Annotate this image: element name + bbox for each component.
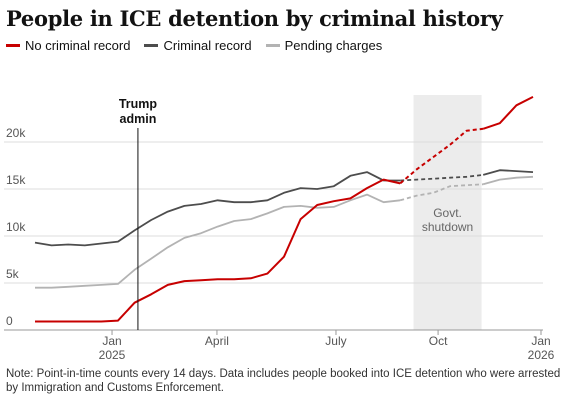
y-tick-label: 20k	[6, 126, 26, 140]
legend-label: No criminal record	[25, 38, 131, 53]
legend-label: Criminal record	[163, 38, 252, 53]
annotation-label: Trump admin	[118, 97, 158, 126]
legend-item: Criminal record	[144, 38, 252, 53]
y-tick-label: 15k	[6, 173, 26, 187]
y-tick-label: 10k	[6, 220, 26, 234]
legend-swatch	[144, 44, 159, 47]
y-tick-label: 5k	[6, 267, 20, 281]
line	[35, 193, 401, 289]
legend-swatch	[265, 44, 280, 47]
line	[35, 178, 401, 323]
legend-swatch	[6, 44, 20, 47]
x-tick-label: July	[325, 334, 347, 348]
x-tick-label: Jan 2025	[98, 334, 126, 362]
line-dashed	[399, 183, 484, 202]
note: Note: Point-in-time counts every 14 days…	[6, 368, 561, 394]
legend: No criminal record Criminal record Pending…	[6, 38, 382, 53]
x-tick-label: Jan 2026	[527, 334, 555, 362]
annotation-label: Govt. shutdown	[421, 206, 474, 234]
x-tick-label: April	[204, 334, 229, 348]
line	[482, 175, 534, 186]
chart: 0 5k 10k 15k 20k	[4, 95, 543, 335]
x-tick-label: Oct	[428, 334, 448, 348]
legend-item: No criminal record	[6, 38, 130, 53]
y-tick-label: 0	[6, 314, 13, 328]
line	[34, 171, 401, 247]
shutdown-shade	[413, 95, 482, 330]
line	[482, 169, 534, 176]
legend-item: Pending charges	[265, 38, 383, 53]
line-dashed	[399, 127, 484, 185]
chart-title: People in ICE detention by criminal hist…	[6, 6, 503, 31]
line	[482, 96, 534, 130]
legend-label: Pending charges	[284, 38, 383, 53]
